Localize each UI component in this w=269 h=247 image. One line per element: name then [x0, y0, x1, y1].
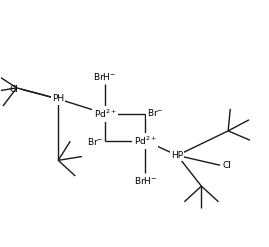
Text: Pd$^{2+}$: Pd$^{2+}$: [134, 135, 157, 147]
Text: Cl: Cl: [223, 161, 232, 170]
Text: BrH$^{-}$: BrH$^{-}$: [133, 175, 157, 186]
Text: PH: PH: [52, 94, 64, 103]
Text: Pd$^{2+}$: Pd$^{2+}$: [94, 107, 116, 120]
Text: HP: HP: [171, 151, 183, 160]
Text: BrH$^{-}$: BrH$^{-}$: [93, 71, 117, 82]
Text: Cl: Cl: [9, 85, 18, 94]
Text: Br$^{-}$: Br$^{-}$: [147, 107, 163, 118]
Text: Br$^{-}$: Br$^{-}$: [87, 136, 104, 147]
